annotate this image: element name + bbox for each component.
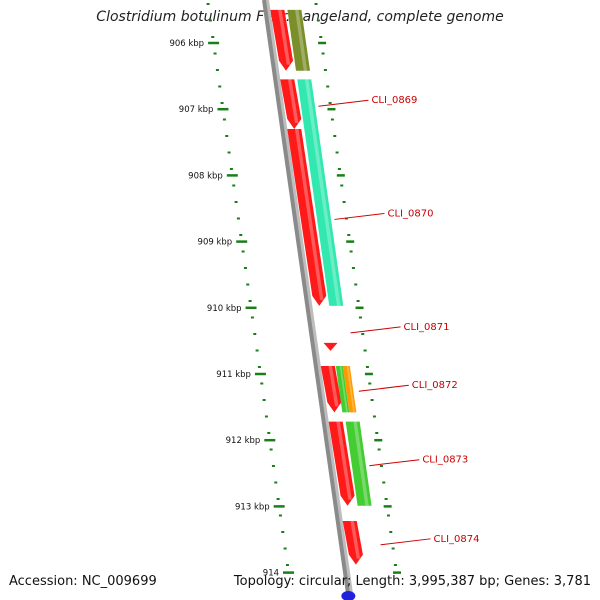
cog-band-highlight bbox=[339, 366, 348, 413]
gene-label: CLI_0871 bbox=[404, 322, 450, 333]
cds-arrow bbox=[323, 342, 338, 351]
start-marker bbox=[341, 591, 356, 600]
cds-arrow-highlight bbox=[287, 79, 299, 124]
cog-band bbox=[304, 129, 344, 306]
cds-arrow bbox=[328, 421, 355, 506]
scale-label: 906 kbp bbox=[169, 39, 204, 49]
summary-text: Topology: circular; Length: 3,995,387 bp… bbox=[233, 574, 591, 589]
cog-band-highlight bbox=[295, 9, 308, 71]
scale-label: 908 kbp bbox=[188, 171, 223, 181]
cds-arrow bbox=[342, 520, 363, 565]
cog-band bbox=[335, 366, 350, 413]
cds-arrow-highlight bbox=[294, 129, 324, 300]
cds-arrow bbox=[270, 9, 294, 71]
cog-band bbox=[342, 366, 357, 413]
cds-arrow bbox=[280, 79, 302, 130]
scale-label: 909 kbp bbox=[198, 238, 233, 248]
gene-callout-line bbox=[380, 538, 431, 546]
cds-arrow bbox=[287, 129, 327, 306]
cds-arrow-highlight bbox=[328, 366, 339, 407]
gene-callout-line bbox=[350, 326, 401, 334]
cog-band-highlight bbox=[311, 129, 341, 306]
scale-label: 913 kbp bbox=[235, 502, 270, 512]
gene-label: CLI_0874 bbox=[434, 534, 480, 545]
gene-callout-line bbox=[358, 384, 409, 392]
scale-label: 914 bbox=[263, 569, 279, 579]
scale-label: 907 kbp bbox=[179, 105, 214, 115]
cds-arrow-highlight bbox=[278, 9, 291, 65]
scale-label: 910 kbp bbox=[207, 304, 242, 314]
cog-band bbox=[345, 421, 372, 506]
cds-arrow bbox=[320, 366, 342, 413]
cog-band-highlight bbox=[353, 421, 369, 506]
gene-callout-line bbox=[318, 99, 369, 107]
cog-band bbox=[287, 9, 311, 71]
cds-arrow-highlight bbox=[350, 520, 361, 559]
accession-text: Accession: NC_009699 bbox=[9, 574, 157, 589]
scale-label: 912 kbp bbox=[226, 436, 261, 446]
gene-label: CLI_0872 bbox=[412, 380, 458, 391]
gene-label: CLI_0869 bbox=[371, 95, 417, 106]
cds-arrow-highlight bbox=[336, 421, 352, 500]
gene-label: CLI_0873 bbox=[422, 455, 468, 466]
gene-label: CLI_0870 bbox=[387, 208, 433, 219]
cog-band-highlight bbox=[304, 79, 316, 130]
backbone-line bbox=[262, 0, 351, 600]
cog-band-highlight bbox=[346, 366, 355, 413]
cog-band bbox=[297, 79, 319, 130]
scale-label: 911 kbp bbox=[216, 370, 251, 380]
gene-callout-line bbox=[369, 459, 420, 467]
gene-callout-line bbox=[334, 212, 385, 220]
